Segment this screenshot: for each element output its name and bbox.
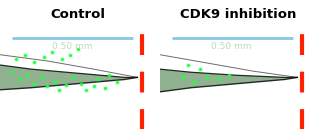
Text: Control: Control [51,8,106,21]
Text: CDK9 inhibition: CDK9 inhibition [180,8,296,21]
Text: 0.50 mm: 0.50 mm [211,42,252,51]
Polygon shape [0,65,137,90]
Text: 0.50 mm: 0.50 mm [52,42,92,51]
Polygon shape [160,69,297,92]
